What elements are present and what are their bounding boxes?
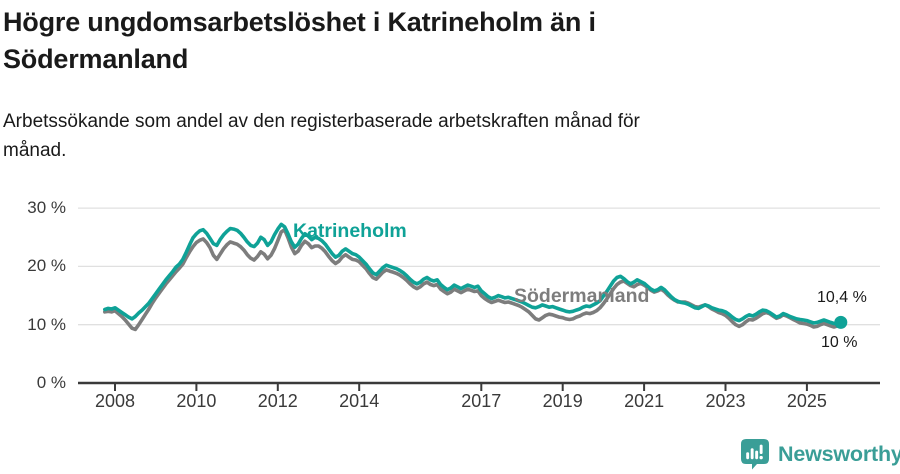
newsworthy-logo: Newsworthy [740,438,900,470]
x-axis-tick-label: 2019 [542,391,583,411]
x-axis-tick-label: 2023 [705,391,746,411]
x-axis-tick-label: 2014 [339,391,380,411]
chart-subtitle: Arbetssökande som andel av den registerb… [3,111,640,161]
x-axis-tick-label: 2021 [624,391,665,411]
sodermanland-series-label: Södermanland [514,285,650,307]
y-axis-tick-label: 10 % [27,314,66,334]
y-axis-tick-label: 30 % [27,198,66,218]
katrineholm-series-label: Katrineholm [293,220,407,242]
x-axis-tick-label: 2012 [257,391,298,411]
newsworthy-wordmark: Newsworthy [778,441,900,466]
y-axis-tick-label: 20 % [27,256,66,276]
x-axis-tick-label: 2008 [94,391,136,411]
x-axis-tick-label: 2010 [176,391,217,411]
chart-title: Högre ungdomsarbetslöshet i Katrineholm … [3,7,596,74]
x-axis-tick-label: 2017 [461,391,502,411]
x-axis-tick-label: 2025 [786,391,827,411]
bar-chart-pin-icon [741,439,769,470]
katrineholm-end-value: 10,4 % [817,289,867,306]
sodermanland-end-value: 10 % [821,334,858,351]
y-axis-tick-label: 0 % [36,373,66,392]
